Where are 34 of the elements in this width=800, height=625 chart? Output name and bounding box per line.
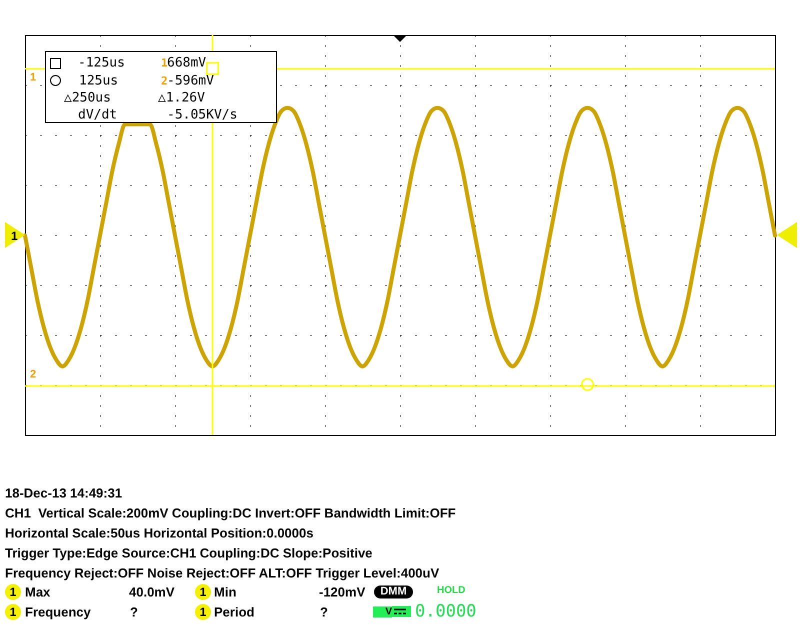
text: ? bbox=[320, 604, 328, 620]
text: 1 bbox=[5, 604, 21, 620]
text: Min bbox=[214, 584, 236, 600]
text: -120mV bbox=[319, 584, 366, 600]
text: 1 bbox=[195, 584, 211, 600]
text: ? bbox=[130, 604, 138, 620]
text: 18-Dec-13 14:49:31 bbox=[5, 486, 122, 500]
annotation: 2 bbox=[30, 368, 36, 380]
text: -596mV bbox=[167, 74, 214, 88]
text: -125us bbox=[78, 56, 125, 70]
text: 1 bbox=[5, 584, 21, 600]
text: 1 bbox=[11, 229, 18, 243]
text: 2 bbox=[161, 74, 168, 88]
text: Trigger Type:Edge Source:CH1 Coupling:DC Slope:Positive bbox=[5, 546, 372, 560]
text: 0.0000 bbox=[415, 602, 476, 622]
text: Horizontal Scale:50us Horizontal Position:0.0000s bbox=[5, 526, 314, 540]
text: 40.0mV bbox=[129, 584, 175, 600]
text: 1 bbox=[30, 72, 36, 84]
text: 125us bbox=[79, 74, 118, 88]
text: △250us bbox=[64, 90, 111, 106]
text: Period bbox=[214, 604, 254, 620]
text: △1.26V bbox=[158, 90, 205, 106]
text: DMM bbox=[374, 586, 413, 598]
text: 668mV bbox=[167, 56, 206, 70]
text: Frequency Reject:OFF Noise Reject:OFF ALT:OFF Trigger Level:400uV bbox=[5, 566, 440, 580]
text: CH1 Vertical Scale:200mV Coupling:DC Invert:OFF Bandwidth Limit:OFF bbox=[5, 506, 456, 520]
text: HOLD bbox=[437, 585, 466, 596]
text: Frequency bbox=[25, 604, 91, 620]
text: 1 bbox=[161, 56, 168, 70]
text: V bbox=[373, 606, 392, 617]
text: Max bbox=[25, 584, 50, 600]
annotation: dV/dt bbox=[78, 108, 118, 122]
text: 1 bbox=[195, 604, 211, 620]
annotation: -5.05KV/s bbox=[167, 108, 238, 122]
